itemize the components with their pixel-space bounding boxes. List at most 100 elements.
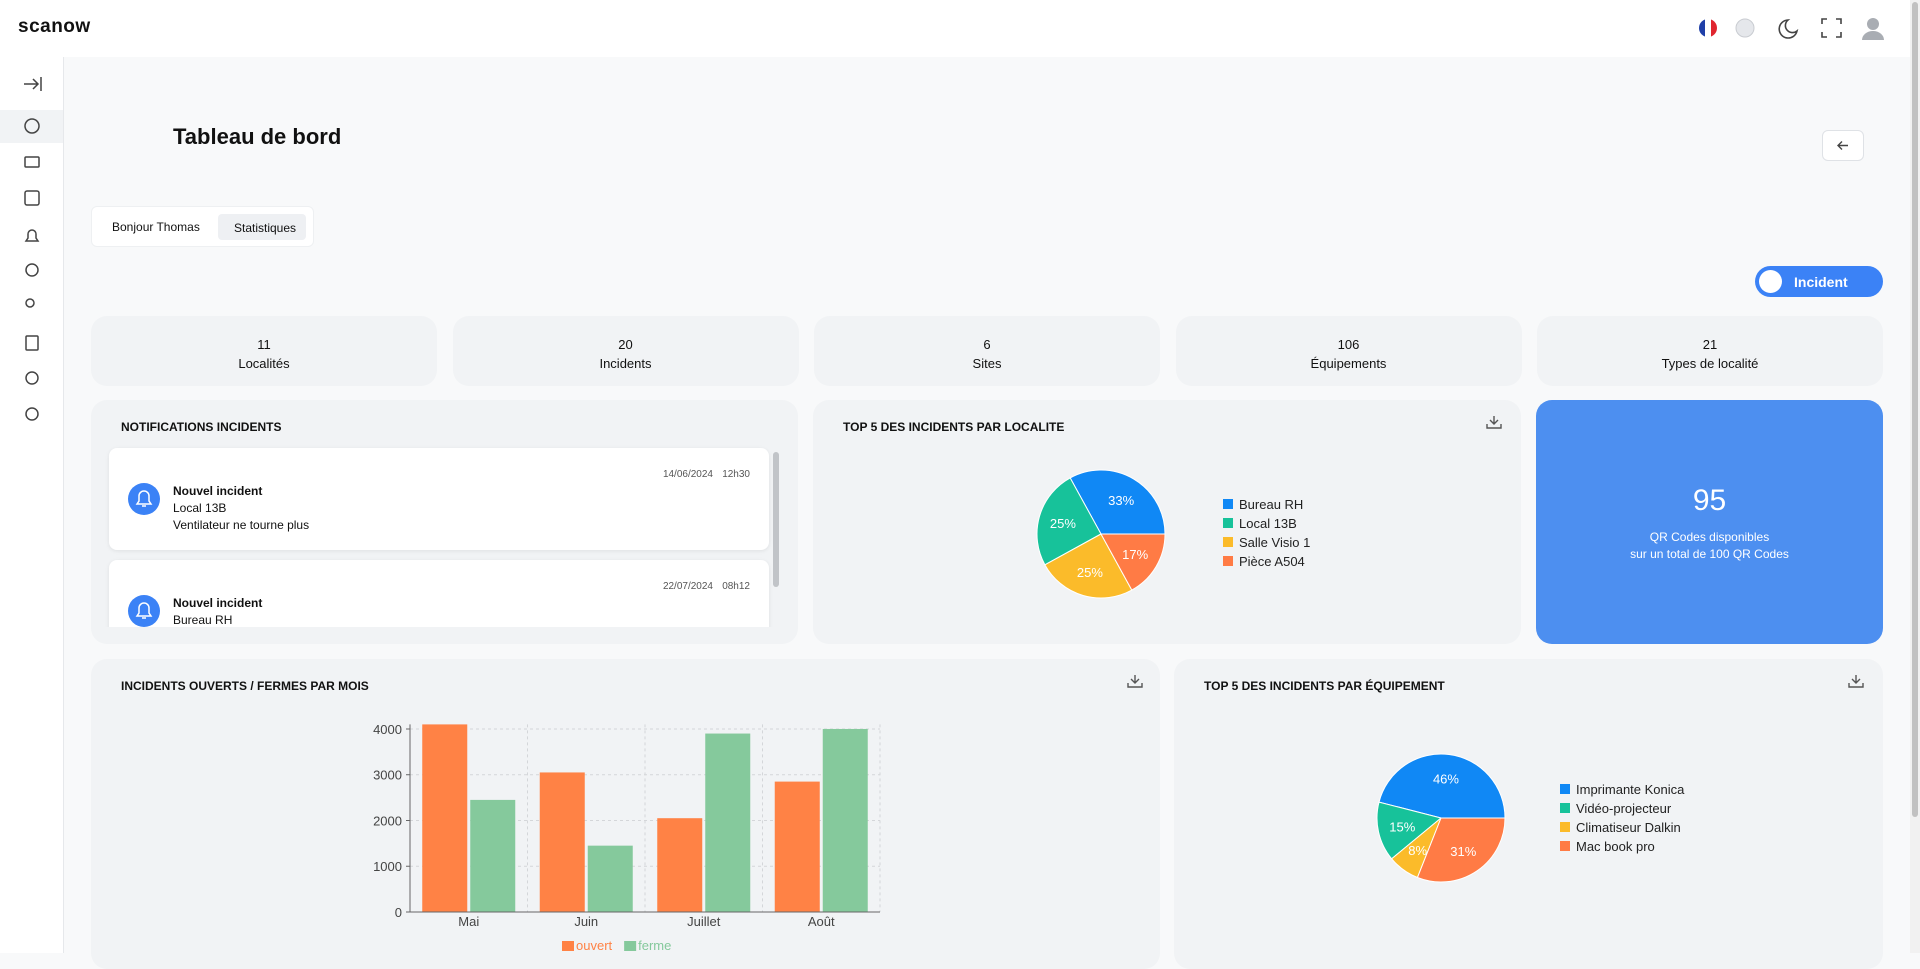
- sidebar-icons: [24, 77, 42, 421]
- pie-chart: 46% Imprimante Konica 15% Vidéo-projecteur 8…: [1376, 675, 1864, 883]
- page-scrollbar: [1910, 0, 1920, 953]
- notification-date: 14/06/2024: [662, 469, 713, 480]
- notifications-panel: NOTIFICATIONS INCIDENTS 14/06/2024 12h30 N…: [91, 400, 798, 644]
- settings-icon[interactable]: [25, 407, 39, 421]
- stat-label: Sites: [972, 356, 1002, 371]
- qr-text: sur un total de 100 QR Codes: [1630, 547, 1789, 561]
- legend-swatch: [1560, 784, 1570, 794]
- tab[interactable]: Bonjour Thomas: [112, 220, 200, 234]
- bar: [470, 799, 516, 912]
- bell-icon: [128, 595, 160, 627]
- fullscreen-icon[interactable]: [1821, 18, 1842, 38]
- back-button[interactable]: [1822, 130, 1864, 161]
- notification-time: 08h12: [722, 581, 750, 592]
- slice-label: 8%: [1408, 843, 1427, 858]
- language-icon[interactable]: [1735, 18, 1755, 38]
- x-tick-label: Juillet: [687, 914, 721, 929]
- pie-slice: [1100, 533, 1166, 591]
- panel-title: INCIDENTS OUVERTS / FERMES PAR MOIS: [121, 679, 369, 693]
- notification-list: 14/06/2024 12h30 Nouvel incident Local 13B V…: [91, 400, 798, 627]
- logo[interactable]: scanow: [18, 16, 91, 37]
- legend-label: Mac book pro: [1576, 839, 1655, 854]
- icon-bg: [128, 483, 160, 515]
- download-icon[interactable]: [1848, 675, 1864, 688]
- webhook-icon[interactable]: [25, 371, 39, 385]
- notification-card: 14/06/2024 12h30 Nouvel incident Local 13B V…: [109, 448, 769, 550]
- bar: [657, 818, 703, 912]
- notification-card: 22/07/2024 08h12 Nouvel incident Bureau RH: [109, 560, 769, 627]
- x-tick-label: Mai: [458, 914, 479, 929]
- collapse-icon[interactable]: [24, 77, 42, 91]
- stat-label: Incidents: [599, 356, 652, 371]
- notification-title: Nouvel incident: [173, 484, 263, 498]
- notification-title: Nouvel incident: [173, 596, 263, 610]
- dashboard-icon[interactable]: [24, 118, 40, 134]
- pie-localite-panel: TOP 5 DES INCIDENTS PAR LOCALITE 33% Bure…: [813, 400, 1521, 644]
- pie-slice: [1044, 533, 1133, 599]
- bar: [539, 772, 585, 912]
- page-title: Tableau de bord: [173, 124, 342, 149]
- stat-card: 21 Types de localité: [1537, 316, 1883, 386]
- pie-equipement-panel: TOP 5 DES INCIDENTS PAR ÉQUIPEMENT 46% Im…: [1174, 659, 1883, 969]
- download-icon[interactable]: [1127, 675, 1143, 688]
- slice-label: 17%: [1122, 547, 1148, 562]
- bar: [422, 724, 468, 912]
- x-tick-label: Août: [808, 914, 835, 929]
- toggle-label: Incident: [1794, 274, 1848, 290]
- icon-bell: [135, 602, 153, 619]
- stat-value: 11: [257, 337, 271, 352]
- notification-location: Bureau RH: [173, 613, 233, 627]
- users-icon[interactable]: [25, 298, 35, 308]
- legend-swatch: [624, 941, 637, 951]
- avatar[interactable]: [1862, 18, 1884, 40]
- bar: [822, 728, 868, 912]
- stat-value: 21: [1702, 337, 1718, 352]
- panel-title: TOP 5 DES INCIDENTS PAR LOCALITE: [843, 420, 1065, 434]
- slice-label: 33%: [1108, 493, 1134, 508]
- y-tick-label: 4000: [373, 722, 402, 737]
- pie-slice: [1416, 817, 1506, 883]
- tab-active[interactable]: Statistiques: [218, 214, 306, 240]
- legend-label: Salle Visio 1: [1239, 535, 1310, 550]
- location-icon[interactable]: [25, 263, 39, 277]
- y-tick-label: 0: [395, 905, 402, 920]
- slice-label: 25%: [1050, 516, 1076, 531]
- legend-label: Local 13B: [1239, 516, 1297, 531]
- legend-label: Climatiseur Dalkin: [1576, 820, 1681, 835]
- sidebar: [0, 57, 64, 953]
- stat-card: 106 Équipements: [1175, 316, 1522, 386]
- flag[interactable]: [1699, 19, 1717, 37]
- stat-value: 6: [983, 337, 991, 352]
- stat-value: 106: [1337, 337, 1360, 352]
- scrollbar: [773, 452, 779, 587]
- dark-mode-icon[interactable]: [1778, 19, 1799, 39]
- stat-card: 6 Sites: [814, 316, 1160, 386]
- pie-chart: 33% Bureau RH 25% Local 13B 25% Salle Visio 1…: [1036, 416, 1502, 599]
- qr-text: QR Codes disponibles: [1649, 530, 1770, 544]
- legend-swatch: [1560, 803, 1570, 813]
- download-icon[interactable]: [1486, 416, 1502, 429]
- icon-bell: [135, 490, 153, 507]
- pie-slice: [1069, 469, 1166, 535]
- legend-swatch: [1223, 537, 1233, 547]
- legend-label: Vidéo-projecteur: [1576, 801, 1672, 816]
- bar: [774, 781, 820, 912]
- slice-label: 15%: [1389, 820, 1415, 835]
- y-tick-label: 2000: [373, 813, 402, 828]
- legend-label: ouvert: [576, 938, 613, 953]
- alerts-icon[interactable]: [24, 229, 40, 242]
- activity-icon[interactable]: [24, 190, 40, 206]
- y-tick-label: 3000: [373, 768, 402, 783]
- stat-card: 11 Localités: [91, 316, 437, 386]
- panel-title: NOTIFICATIONS INCIDENTS: [121, 420, 282, 434]
- book-icon[interactable]: [25, 335, 39, 351]
- y-tick-label: 1000: [373, 859, 402, 874]
- qr-value: 95: [1692, 484, 1727, 517]
- legend-swatch: [1223, 499, 1233, 509]
- devices-icon[interactable]: [24, 156, 40, 168]
- incident-toggle[interactable]: Incident: [1755, 266, 1883, 297]
- stat-value: 20: [618, 337, 633, 352]
- notification-description: Ventilateur ne tourne plus: [173, 518, 310, 532]
- stat-label: Équipements: [1310, 356, 1387, 371]
